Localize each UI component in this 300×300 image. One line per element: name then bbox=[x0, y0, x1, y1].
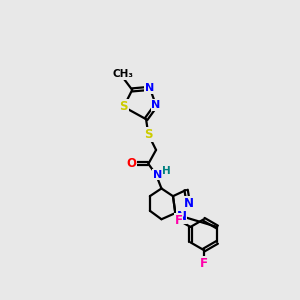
Text: N: N bbox=[152, 100, 161, 110]
Text: N: N bbox=[176, 210, 187, 223]
Text: O: O bbox=[126, 157, 136, 170]
Text: H: H bbox=[163, 166, 171, 176]
Text: S: S bbox=[119, 100, 128, 113]
Text: CH₃: CH₃ bbox=[112, 69, 134, 79]
Text: N: N bbox=[183, 197, 194, 210]
Text: F: F bbox=[200, 257, 208, 270]
Text: S: S bbox=[144, 128, 153, 141]
Text: F: F bbox=[175, 214, 182, 226]
Text: N: N bbox=[145, 83, 154, 93]
Text: N: N bbox=[153, 169, 162, 180]
